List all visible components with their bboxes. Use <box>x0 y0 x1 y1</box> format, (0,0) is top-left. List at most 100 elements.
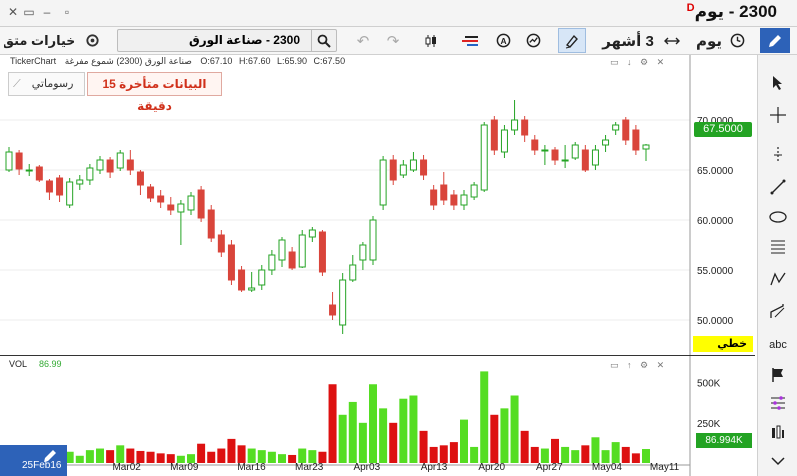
settings-gear-icon[interactable] <box>82 27 102 54</box>
symbol-search-box[interactable]: 2300 - صناعة الورق <box>117 29 337 52</box>
volume-bar <box>642 449 650 463</box>
volume-bar <box>480 371 489 463</box>
candle-body <box>531 139 539 151</box>
flag-icon[interactable] <box>762 363 794 387</box>
vol-tick-label: 500K <box>697 379 721 390</box>
volume-bar <box>308 450 317 463</box>
candle-body <box>318 231 326 273</box>
trend-line-icon[interactable] <box>762 175 794 199</box>
vol-panel-close-icon[interactable]: ✕ <box>656 360 665 370</box>
volume-bar <box>379 408 388 463</box>
interval-selector[interactable]: يوم <box>695 32 723 50</box>
candle-body <box>389 159 397 181</box>
chart-svg[interactable]: 70.0000 65.0000 60.0000 55.0000 50.0000 500K 2… <box>0 55 755 476</box>
scroll-edit-icon[interactable] <box>42 448 58 467</box>
candle-body <box>45 180 53 193</box>
last-volume-tag: 86.994K <box>696 433 752 448</box>
last-price-tag: 67.5000 <box>694 122 752 137</box>
y-tick-label: 60.0000 <box>697 216 734 227</box>
drawing-mode-icon[interactable] <box>558 28 586 53</box>
ellipse-icon[interactable] <box>762 205 794 229</box>
compare-icon[interactable] <box>522 27 544 54</box>
indicators-icon[interactable] <box>458 27 482 54</box>
candle-body <box>591 149 599 166</box>
volume-bar <box>106 450 115 463</box>
x-tick-label: May04 <box>592 462 622 473</box>
symbol-input[interactable]: 2300 - صناعة الورق <box>189 33 300 47</box>
panel-down-icon[interactable]: ↓ <box>627 57 632 67</box>
volume-bar <box>166 454 175 463</box>
collapse-icon[interactable] <box>762 449 794 473</box>
maximize-icon[interactable]: ▭ <box>23 5 35 19</box>
candle-body <box>602 139 610 146</box>
period-selector[interactable]: 3 أشهر <box>602 32 654 50</box>
scale-linear-toggle[interactable]: خطي <box>693 336 753 352</box>
candle-body <box>238 269 246 291</box>
pattern-icon[interactable] <box>762 267 794 291</box>
candle-body <box>440 184 448 201</box>
candle-body <box>35 166 43 181</box>
x-tick-label: Apr03 <box>353 462 380 473</box>
draw-settings-icon[interactable] <box>762 391 794 415</box>
candle-body <box>642 144 650 150</box>
open-value: O:67.10 <box>200 56 233 66</box>
panel-separator[interactable] <box>0 355 755 356</box>
volume-bar <box>217 448 226 463</box>
search-icon[interactable] <box>311 30 336 51</box>
clock-icon[interactable] <box>727 27 747 54</box>
toolbar: خيارات متق 2300 - صناعة الورق ↶ ↷ A 3 أش… <box>0 27 797 55</box>
cursor-arrow-icon[interactable] <box>762 71 794 95</box>
alert-icon[interactable]: A <box>492 27 514 54</box>
period-arrows-icon[interactable] <box>662 27 682 54</box>
drawing-toolbar: abc <box>757 55 797 476</box>
vol-panel-up-icon[interactable]: ↑ <box>627 360 632 370</box>
redo-icon[interactable]: ↷ <box>386 32 400 50</box>
chart-area[interactable]: 70.0000 65.0000 60.0000 55.0000 50.0000 500K 2… <box>0 55 755 476</box>
candle-body <box>288 251 296 269</box>
candle-body <box>369 219 377 261</box>
options-tab[interactable]: خيارات متق <box>4 32 74 48</box>
candle-body <box>460 194 468 206</box>
vol-panel-settings-icon[interactable]: ⚙ <box>640 360 649 370</box>
candle-body <box>268 254 276 271</box>
scroll-thumb[interactable]: 25Feb16 <box>0 445 67 476</box>
volume-bar <box>136 450 145 463</box>
edit-pencil-icon[interactable] <box>760 28 790 53</box>
candle-body <box>308 229 316 238</box>
x-tick-label: Apr20 <box>478 462 505 473</box>
vertical-line-icon[interactable] <box>762 143 794 167</box>
candle-body <box>521 119 529 136</box>
text-tool-icon[interactable]: abc <box>769 339 787 351</box>
volume-bar <box>429 446 438 463</box>
candle-body <box>409 159 417 171</box>
x-tick-label: Mar16 <box>237 462 266 473</box>
x-tick-label: Apr13 <box>421 462 448 473</box>
candle-body <box>632 129 640 151</box>
candle-body <box>480 124 488 191</box>
panel-settings-icon[interactable]: ⚙ <box>640 57 649 67</box>
undo-icon[interactable]: ↶ <box>356 32 370 50</box>
volume-bar <box>65 451 74 463</box>
close-icon[interactable]: ✕ <box>7 5 19 19</box>
candles-list-icon[interactable] <box>762 421 794 445</box>
vol-panel-maximize-icon[interactable]: ▭ <box>610 360 619 370</box>
high-value: H:67.60 <box>238 56 271 66</box>
candle-body <box>66 181 74 206</box>
fibonacci-icon[interactable] <box>762 235 794 259</box>
candle-body <box>329 304 337 316</box>
y-tick-label: 65.0000 <box>697 166 734 177</box>
panel-close-icon[interactable]: ✕ <box>656 57 665 67</box>
zigzag-icon[interactable] <box>762 299 794 323</box>
pin-icon[interactable]: ▫ <box>64 5 70 19</box>
minimize-icon[interactable]: ‒ <box>43 5 51 19</box>
volume-bar <box>449 442 458 463</box>
candle-type-icon[interactable] <box>420 27 442 54</box>
candle-body <box>490 119 498 151</box>
candle-body <box>450 194 458 206</box>
panel-maximize-icon[interactable]: ▭ <box>610 57 619 67</box>
candle-body <box>511 119 519 131</box>
volume-bar <box>328 384 337 463</box>
volume-bar <box>591 437 600 463</box>
crosshair-icon[interactable] <box>762 103 794 127</box>
visual-button[interactable]: ⟋ رسوماتي <box>8 72 85 96</box>
